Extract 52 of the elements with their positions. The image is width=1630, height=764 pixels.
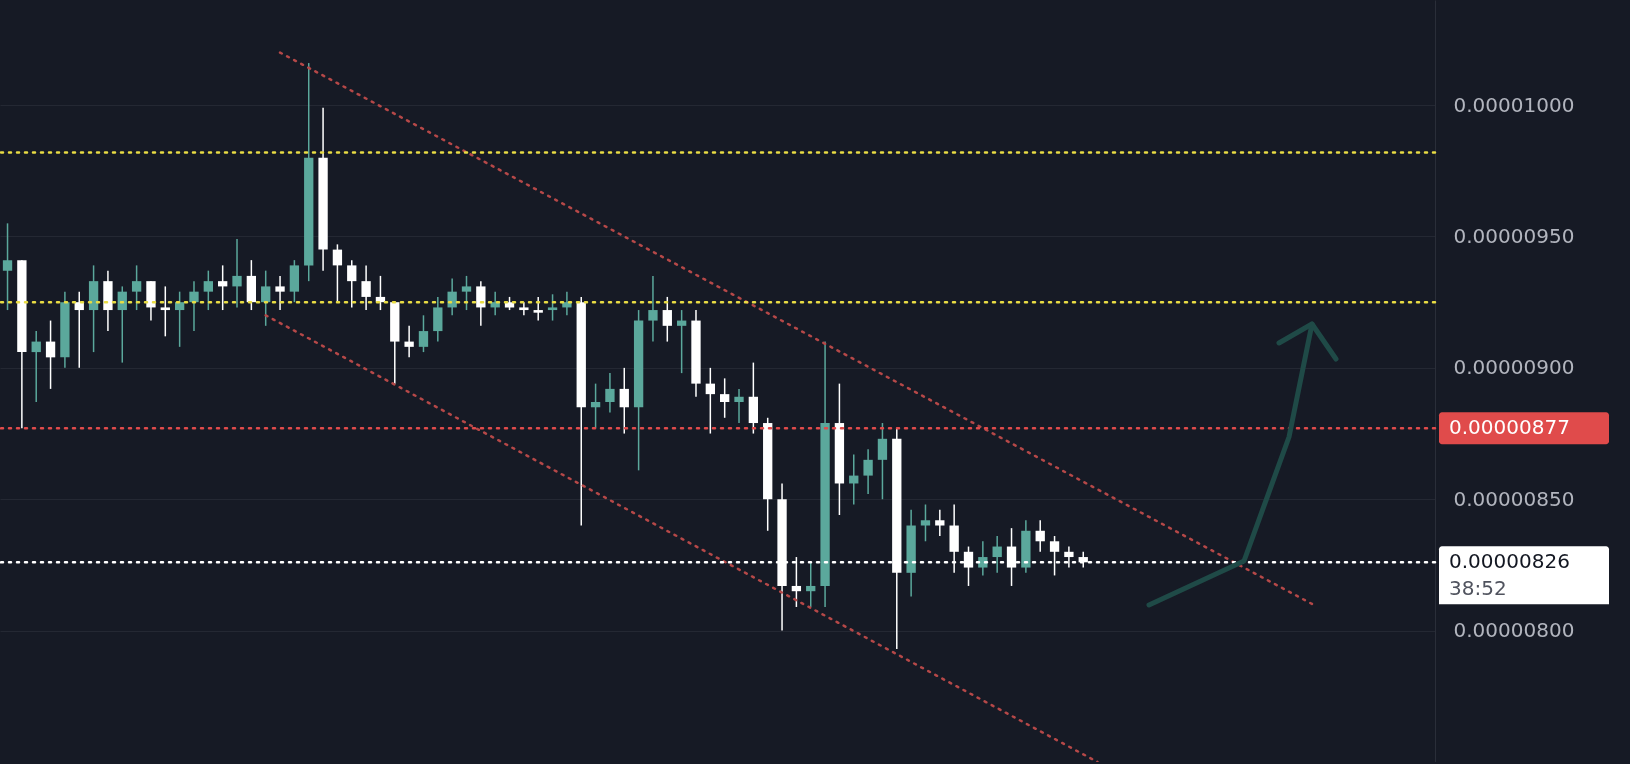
candlestick: [45, 319, 56, 390]
candlestick: [720, 377, 730, 419]
candlestick: [447, 277, 457, 317]
candlestick: [74, 290, 84, 369]
text: 38:52: [1449, 576, 1507, 601]
candlestick: [361, 264, 371, 311]
candlestick: [31, 330, 41, 403]
candlestick: [347, 259, 357, 309]
y-tick-label: 0.00000800: [1453, 618, 1575, 643]
candlestick: [705, 367, 715, 435]
candlestick: [519, 301, 529, 317]
candlestick: [275, 275, 285, 311]
candlestick: [676, 309, 687, 374]
candlestick: [562, 290, 572, 317]
candlestick: [203, 269, 213, 311]
candlestick: [418, 314, 429, 353]
candlestick: [662, 296, 672, 343]
y-tick-label: 0.00001000: [1453, 92, 1575, 117]
candlestick: [590, 382, 601, 430]
candlestick: [1035, 519, 1045, 553]
candlestick: [160, 285, 170, 338]
candlestick: [174, 290, 185, 348]
candlestick: [117, 285, 127, 364]
candlestick: [404, 325, 414, 359]
candlestick: [734, 388, 744, 424]
candlestick: [261, 269, 271, 327]
candlestick: [533, 296, 543, 322]
candlestick: [232, 238, 242, 309]
candlestick: [863, 448, 873, 495]
candlestick: [920, 503, 931, 543]
candlestick: [605, 372, 615, 414]
candlestick: [433, 296, 443, 343]
candlestick: [131, 264, 142, 311]
candlestick: [461, 275, 472, 311]
candlestick: [476, 280, 486, 327]
ref-line-label: 0.00000877: [1449, 415, 1570, 440]
candlestick: [332, 243, 343, 303]
ref-line-label: 0.00000826: [1449, 549, 1570, 574]
y-tick-label: 0.00000950: [1453, 223, 1575, 248]
candlestick: [806, 561, 816, 608]
candlestick: [218, 264, 228, 311]
candlestick: [619, 367, 629, 435]
candlestick: [2, 222, 13, 311]
candlestick: [547, 293, 558, 322]
candlestick: [877, 422, 888, 500]
candlestick: [648, 275, 658, 343]
candlestick: [189, 280, 199, 332]
candlestick: [992, 535, 1002, 574]
candlestick: [978, 540, 988, 577]
y-tick-label: 0.00000850: [1453, 486, 1575, 511]
candlestick: [935, 509, 945, 537]
y-tick-label: 0.00000900: [1453, 355, 1575, 380]
